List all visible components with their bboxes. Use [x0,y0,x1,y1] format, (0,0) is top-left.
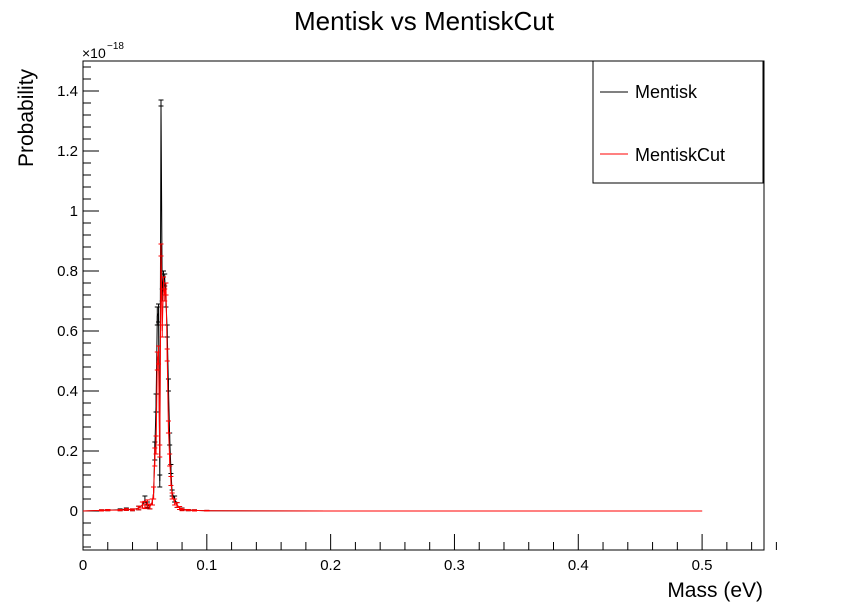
x-tick-label: 0.4 [568,557,589,574]
plot-border [82,60,765,551]
y-tick-label: 1 [70,203,78,220]
plot-frame [82,60,765,551]
x-tick-label: 0.5 [692,557,713,574]
chart-title: Mentisk vs MentiskCut [294,6,555,36]
legend-label-mentisk: Mentisk [635,82,698,102]
y-tick-label: 0 [70,503,78,520]
x-axis-label: Mass (eV) [667,579,763,602]
y-axis-label: Probability [15,68,38,167]
x-tick-label: 0.1 [196,557,217,574]
legend-box [592,60,764,184]
y-tick-label: 1.4 [57,83,78,100]
y-tick-label: 1.2 [57,143,78,160]
x-tick-label: 0 [79,557,87,574]
y-axis-exponent: ×10 −18 [82,41,124,61]
x-tick-label: 0.3 [444,557,465,574]
y-tick-label: 0.8 [57,263,78,280]
x-axis-ticks: 0 0.1 0.2 0.3 0.4 0.5 [79,534,777,574]
series-layer [82,99,703,512]
y-exponent-power: −18 [107,41,124,52]
y-axis-ticks: 0 0.2 0.4 0.6 0.8 1 1.2 1.4 [57,66,99,548]
x-tick-label: 0.2 [320,557,341,574]
y-exponent-base: ×10 [82,45,106,61]
series-mentiskcut [82,243,703,512]
y-tick-label: 0.4 [57,383,78,400]
legend: Mentisk MentiskCut [592,60,764,184]
y-tick-label: 0.2 [57,443,78,460]
legend-label-mentiskcut: MentiskCut [635,145,725,165]
y-tick-label: 0.6 [57,323,78,340]
